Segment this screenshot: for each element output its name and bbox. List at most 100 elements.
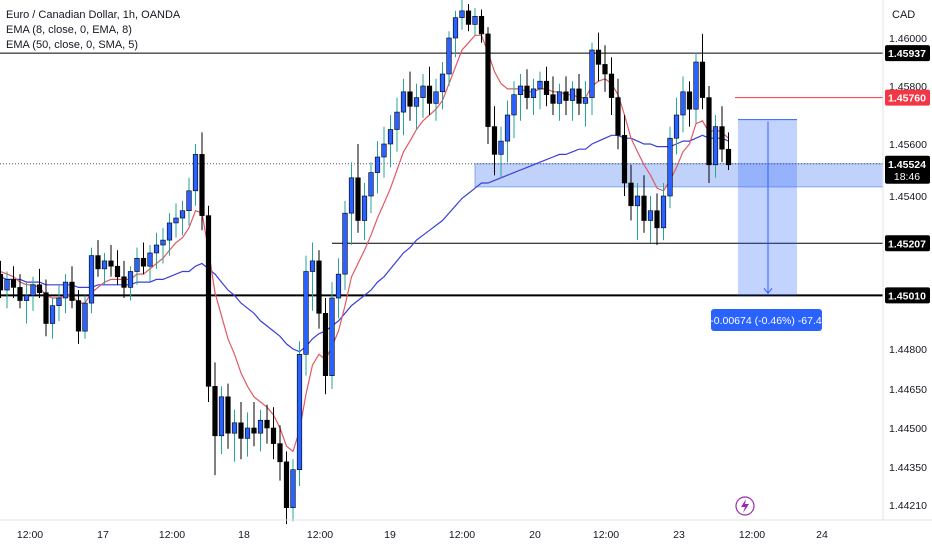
price-tag-label: 1.45937 [888, 48, 926, 60]
short-position-tool[interactable]: -0.00674 (-0.46%) -67.4 [710, 97, 883, 331]
time-tick-label: 19 [384, 529, 396, 541]
candle-body [205, 215, 212, 387]
candle-body [381, 143, 387, 158]
candle-body [0, 273, 4, 291]
candle-body [186, 190, 192, 212]
candle-body [634, 195, 641, 207]
price-tag-sublabel: 18:46 [894, 171, 920, 183]
time-axis[interactable]: 12:00 17 12:00 18 12:00 19 12:00 20 12:00 23 12:00… [0, 519, 932, 541]
candle-body [374, 156, 381, 173]
candle-body [686, 91, 693, 110]
candle-body [329, 297, 335, 376]
price-tag [885, 155, 930, 184]
candle-body [446, 37, 452, 75]
price-tick-label: 1.44350 [889, 462, 927, 474]
candle-body [75, 300, 82, 332]
candle-body [660, 195, 667, 229]
measure-label: -0.00674 (-0.46%) -67.4 [710, 315, 822, 327]
candle-body [433, 91, 439, 104]
candle-body [407, 91, 413, 107]
time-tick-label: 20 [529, 529, 541, 541]
candle-body [225, 396, 231, 434]
candle-body [316, 260, 322, 314]
candle-body [10, 279, 17, 288]
candle-body [283, 461, 290, 509]
candle-body [361, 195, 368, 221]
candle-body [244, 427, 251, 439]
candle-body [693, 61, 699, 110]
ema-fast-line [0, 34, 729, 453]
candle-body [251, 427, 257, 434]
candle-body [166, 222, 173, 241]
candle-body [277, 443, 283, 463]
candle-body [485, 33, 491, 127]
candle-body [478, 15, 485, 35]
candle-body [322, 312, 329, 376]
candle-body [621, 135, 628, 184]
candle-body [595, 49, 602, 65]
candle-body [719, 126, 725, 150]
candle-body [335, 273, 342, 299]
candle-body [420, 85, 426, 98]
candle-body [134, 257, 140, 272]
measure-arrow-head [763, 288, 773, 295]
candle-body [173, 217, 179, 224]
candle-body [121, 276, 127, 288]
legend-title: Euro / Canadian Dollar, 1h, OANDA [6, 9, 181, 21]
candle-body [426, 85, 433, 104]
candle-body [628, 182, 634, 207]
candle-body [387, 129, 394, 145]
candle-body [608, 73, 615, 98]
candle-body [511, 94, 517, 116]
price-tick-label: 1.44650 [889, 384, 927, 396]
candle-body [147, 252, 153, 267]
candle-body [550, 94, 556, 104]
price-tick-label: 1.44800 [889, 344, 927, 356]
price-axis[interactable]: 1.460001.458001.456001.454001.452001.450… [882, 0, 927, 520]
candle-body [680, 91, 686, 116]
candle-body [238, 422, 244, 439]
candle-body [582, 97, 589, 104]
misc [735, 496, 755, 516]
candle-body [56, 297, 62, 306]
candles [0, 0, 732, 525]
time-tick-label: 12:00 [739, 529, 765, 541]
candle-body [602, 64, 608, 75]
candle-body [49, 305, 56, 324]
time-tick-label: 23 [673, 529, 685, 541]
candle-body [543, 80, 550, 95]
price-tag [885, 287, 930, 304]
candle-body [576, 88, 582, 104]
candle-body [62, 281, 69, 299]
candle-body [589, 49, 595, 98]
ema-slow-layer [0, 134, 729, 353]
candle-body [452, 17, 459, 39]
candle-body [641, 195, 647, 221]
price-tag-label: 1.45207 [888, 238, 926, 250]
candle-body [199, 154, 205, 216]
price-tag-label: 1.45010 [888, 290, 926, 302]
candle-body [212, 386, 218, 437]
candle-body [108, 260, 114, 267]
candle-body [160, 239, 166, 246]
candle-body [699, 61, 706, 98]
candle-body [342, 212, 348, 275]
price-tag [885, 45, 930, 62]
time-tick-label: 24 [816, 529, 828, 541]
candle-body [394, 111, 400, 130]
price-tag-label: 1.45760 [888, 93, 926, 105]
candle-body [355, 177, 361, 221]
candle-body [537, 80, 543, 90]
candle-body [69, 281, 75, 301]
price-tag [885, 235, 930, 252]
horizontal-levels[interactable] [0, 52, 883, 297]
candle-body [517, 85, 524, 95]
candle-body [4, 279, 10, 291]
candle-body [556, 91, 563, 104]
chart-legend: Euro / Canadian Dollar, 1h, OANDA EMA (8… [6, 8, 180, 53]
candle-body [569, 88, 576, 101]
candle-body [82, 302, 88, 332]
zones [474, 163, 884, 188]
